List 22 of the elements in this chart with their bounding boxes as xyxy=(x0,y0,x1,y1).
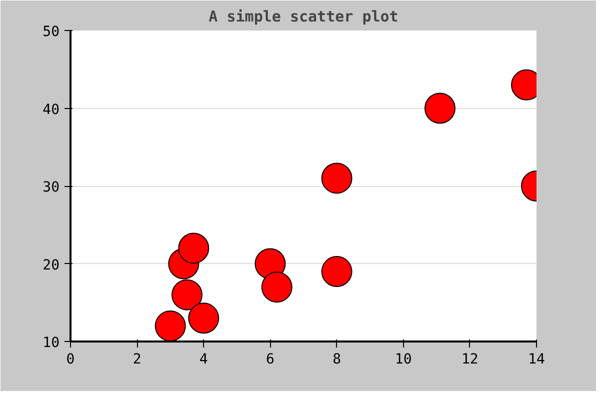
x-tick-label: 4 xyxy=(199,352,208,368)
point xyxy=(321,162,352,194)
point xyxy=(178,232,210,264)
y-tick-label: 10 xyxy=(42,335,60,351)
x-tick-label: 2 xyxy=(132,352,142,368)
x-tick-label: 8 xyxy=(332,352,342,368)
x-tick-label: 12 xyxy=(462,352,478,368)
x-tick-label: 14 xyxy=(528,352,545,368)
point xyxy=(188,302,220,334)
point xyxy=(172,279,202,310)
point xyxy=(154,310,186,342)
point xyxy=(261,272,292,303)
x-tick-label: 6 xyxy=(266,352,274,368)
y-tick-label: 50 xyxy=(42,24,60,40)
y-tick-label: 20 xyxy=(42,257,60,274)
chart-title: A simple scatter plot xyxy=(208,8,398,26)
y-tick-label: 30 xyxy=(42,180,60,196)
x-tick-label: 0 xyxy=(66,352,75,368)
y-tick-label: 40 xyxy=(42,102,60,118)
point xyxy=(321,256,352,287)
point xyxy=(424,92,456,124)
x-tick-label: 10 xyxy=(394,352,412,368)
